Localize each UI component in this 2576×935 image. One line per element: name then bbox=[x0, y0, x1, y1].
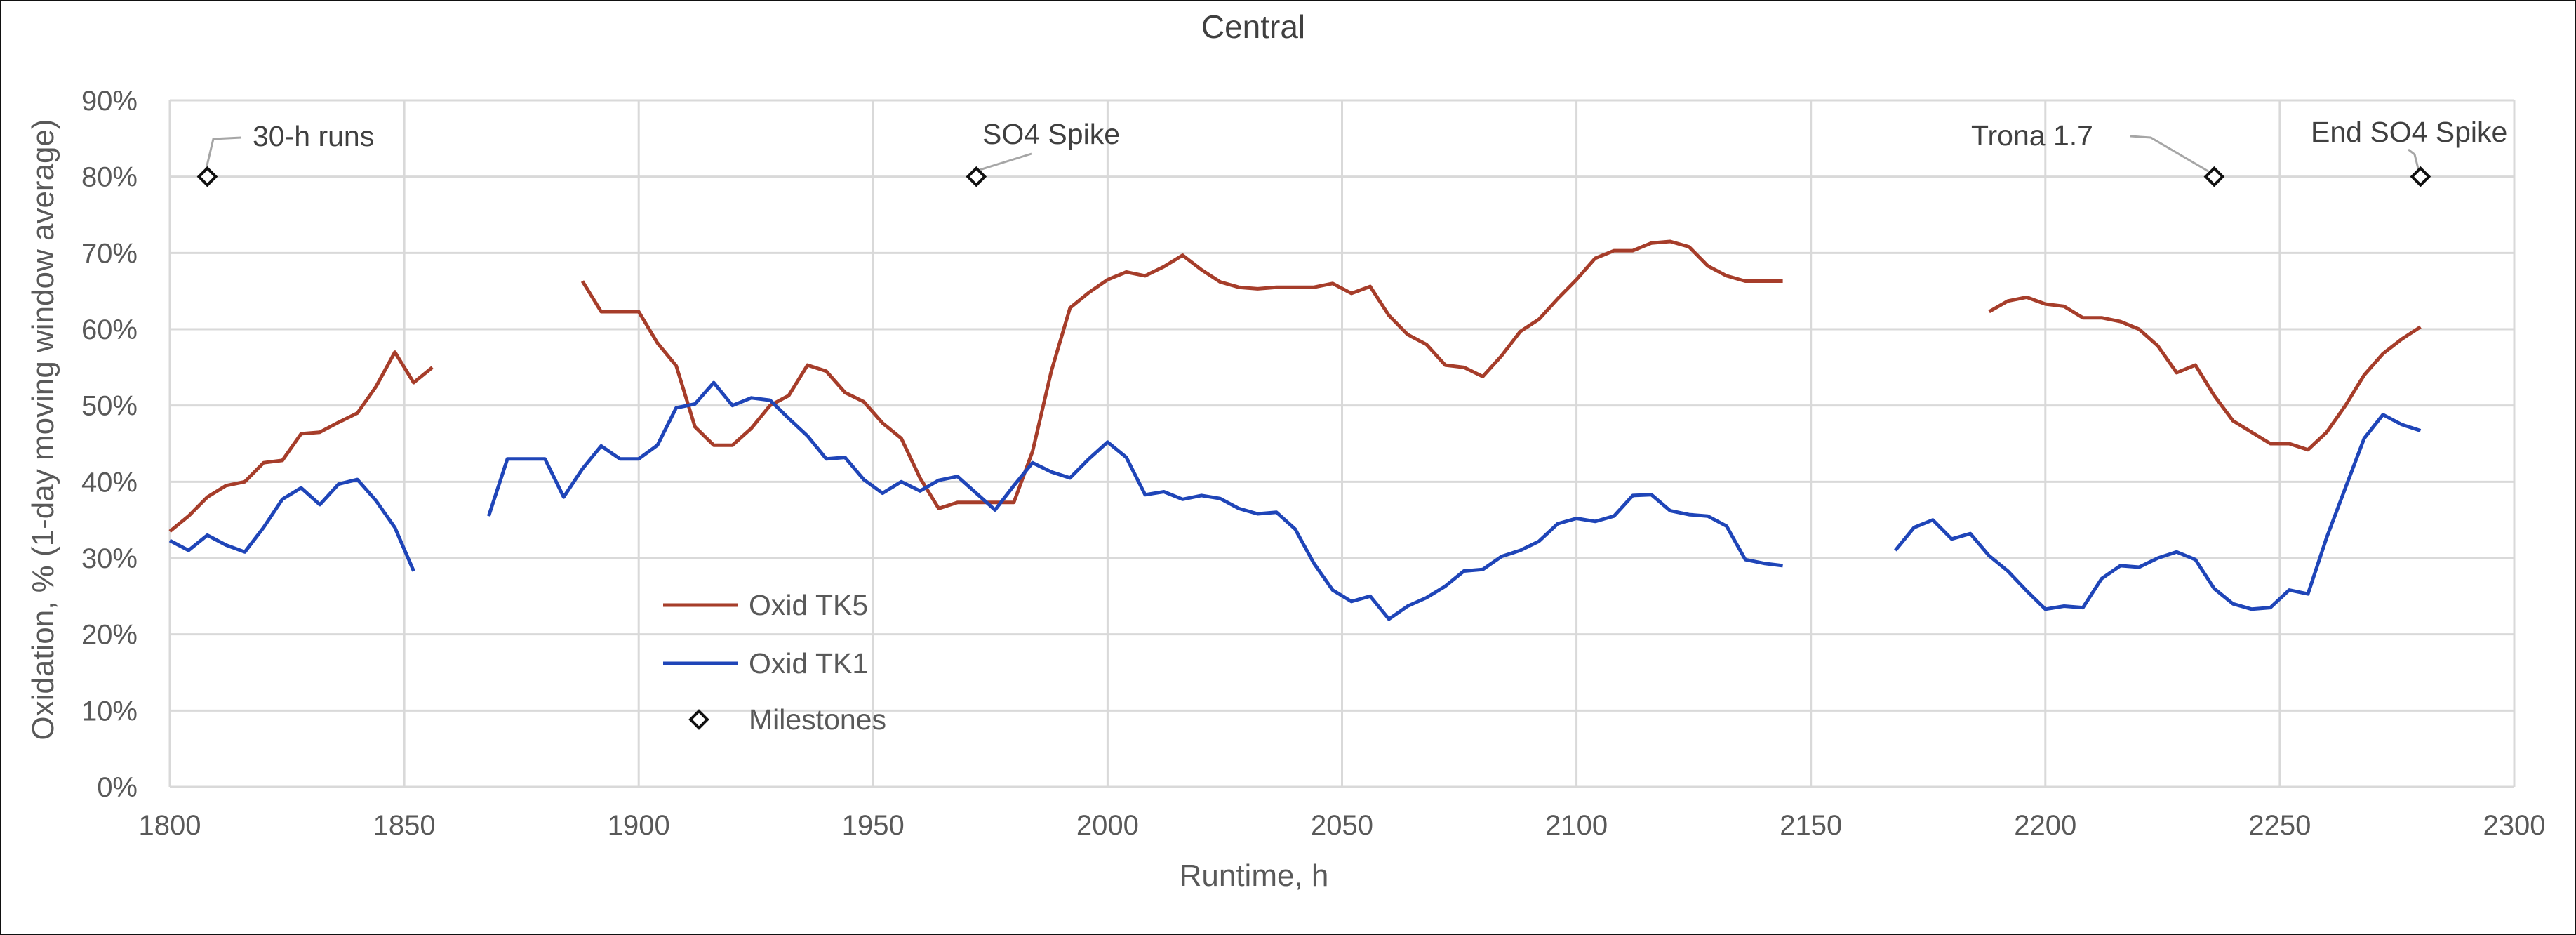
x-axis-label: Runtime, h bbox=[1180, 858, 1329, 893]
x-tick-label: 2300 bbox=[2483, 810, 2546, 841]
x-tick-label: 1900 bbox=[608, 810, 670, 841]
x-axis-ticks: 1800 1850 1900 1950 2000 2050 2100 2150 2200 2250… bbox=[139, 810, 2546, 841]
x-tick-label: 2150 bbox=[1780, 810, 1842, 841]
annotation-leader-line bbox=[2130, 135, 2209, 173]
y-tick-label: 60% bbox=[81, 314, 138, 345]
milestone-diamond-marker bbox=[2203, 166, 2225, 187]
annotation-leader-line bbox=[204, 136, 242, 172]
legend-symbol-milestones bbox=[688, 709, 709, 730]
chart-title: Central bbox=[1201, 8, 1305, 45]
y-tick-label: 80% bbox=[81, 162, 138, 193]
milestone-diamond-marker bbox=[2410, 166, 2431, 187]
series-line-oxid-tk1 bbox=[168, 477, 415, 572]
milestone-diamond-marker bbox=[196, 166, 218, 187]
series-line-oxid-tk5 bbox=[168, 350, 434, 533]
milestone-label: Trona 1.7 bbox=[1971, 119, 2093, 152]
milestone-label: 30-h runs bbox=[253, 120, 374, 152]
y-tick-label: 90% bbox=[81, 86, 138, 117]
annotation-leaders bbox=[204, 135, 2420, 173]
milestone-diamond-marker bbox=[966, 166, 987, 187]
legend-entry-label: Oxid TK1 bbox=[749, 647, 868, 679]
annotation-leader-line bbox=[2408, 148, 2420, 172]
annotation-leader-line bbox=[979, 152, 1032, 171]
series-layer bbox=[168, 239, 2422, 621]
y-tick-label: 50% bbox=[81, 391, 138, 422]
y-tick-label: 70% bbox=[81, 238, 138, 269]
legend: Oxid TK5 Oxid TK1 Milestones bbox=[663, 589, 886, 736]
x-tick-label: 2250 bbox=[2248, 810, 2311, 841]
series-line-oxid-tk1 bbox=[487, 380, 1783, 621]
x-tick-label: 2200 bbox=[2014, 810, 2076, 841]
y-tick-label: 40% bbox=[81, 467, 138, 498]
series-line-oxid-tk5 bbox=[1988, 295, 2422, 452]
y-axis-label: Oxidation, % (1-day moving window averag… bbox=[26, 119, 60, 740]
x-tick-label: 1950 bbox=[842, 810, 905, 841]
y-tick-label: 20% bbox=[81, 620, 138, 651]
x-tick-label: 2050 bbox=[1311, 810, 1373, 841]
x-tick-label: 2000 bbox=[1076, 810, 1139, 841]
milestone-markers: 30-h runs SO4 Spike Trona 1.7 End SO4 Spike bbox=[196, 116, 2507, 187]
y-tick-label: 0% bbox=[97, 772, 138, 803]
gridlines bbox=[168, 99, 2516, 788]
series-line-oxid-tk1 bbox=[1894, 413, 2422, 611]
series-line-oxid-tk5 bbox=[580, 239, 1783, 510]
legend-entry-label: Oxid TK5 bbox=[749, 589, 868, 621]
milestone-label: SO4 Spike bbox=[982, 118, 1120, 150]
y-tick-label: 10% bbox=[81, 696, 138, 727]
y-tick-label: 30% bbox=[81, 543, 138, 574]
legend-entry-label: Milestones bbox=[749, 703, 886, 736]
x-tick-label: 1850 bbox=[373, 810, 436, 841]
x-tick-label: 1800 bbox=[139, 810, 201, 841]
milestone-label: End SO4 Spike bbox=[2311, 116, 2507, 148]
y-axis-ticks: 0% 10% 20% 30% 40% 50% 60% 70% 80% 90% bbox=[81, 86, 138, 803]
x-tick-label: 2100 bbox=[1545, 810, 1608, 841]
